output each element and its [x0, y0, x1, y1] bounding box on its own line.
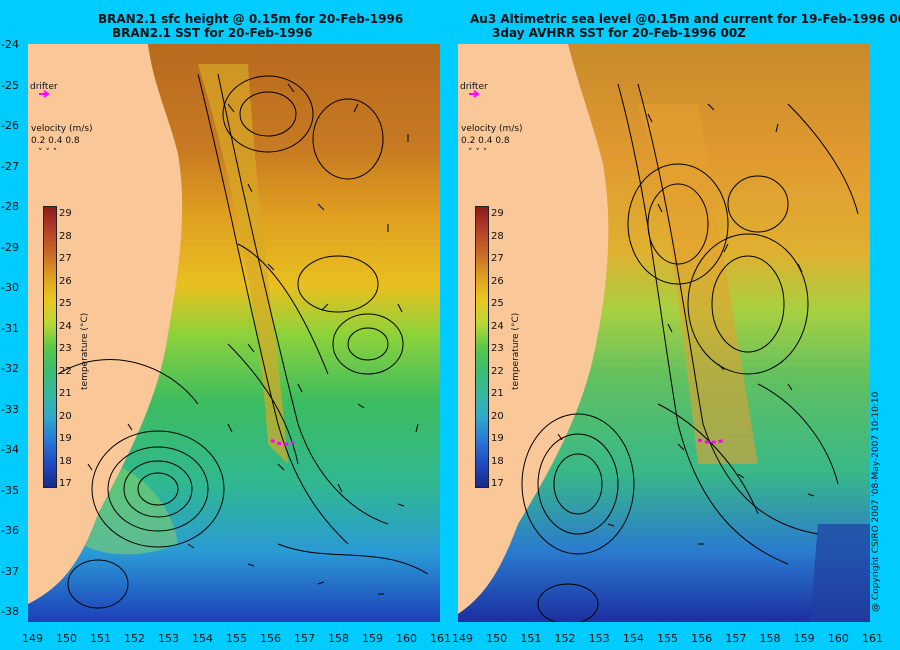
latitude-tick-label: -25 — [1, 78, 19, 92]
velocity-arrows — [87, 83, 419, 595]
velocity-legend-scale-left: 0.2 0.4 0.8 — [31, 136, 80, 146]
colorbar-tick-label: 19 — [491, 433, 504, 444]
longitude-tick-label: 154 — [192, 632, 213, 645]
longitude-tick-label: 159 — [793, 632, 815, 645]
velocity-legend-scale-right: 0.2 0.4 0.8 — [461, 136, 510, 146]
colorbar-title-left: temperature (°C) — [80, 312, 90, 390]
longitude-tick-label: 158 — [328, 632, 349, 645]
latitude-tick-label: -31 — [1, 321, 19, 335]
longitude-tick-label: 161 — [430, 632, 451, 645]
altimetric-contours — [521, 83, 859, 622]
land-mass — [28, 44, 183, 604]
colorbar-tick-label: 29 — [59, 208, 72, 219]
colorbar-tick-label: 27 — [59, 253, 72, 264]
latitude-tick-label: -37 — [1, 564, 19, 578]
latitude-tick-label: -28 — [1, 200, 19, 213]
colorbar-tick-label: 26 — [491, 275, 504, 287]
colorbar-tick-label: 24 — [59, 320, 72, 332]
copyright-text: @ Copyright CSIRO 2007 '08-May-2007 10:1… — [871, 391, 881, 612]
velocity-legend-arrows-right: ˅ ˅ ˅ — [468, 148, 488, 158]
right-title-line1: Au3 Altimetric sea level @0.15m and curr… — [470, 12, 900, 26]
colorbar-tick-label: 21 — [59, 388, 72, 399]
latitude-tick-label: -34 — [1, 443, 19, 456]
longitude-tick-label: 155 — [657, 632, 678, 645]
longitude-tick-label: 160 — [396, 632, 417, 645]
colorbar-tick-label: 23 — [491, 343, 504, 354]
latitude-tick-label: -26 — [1, 119, 19, 132]
left-title-line1: BRAN2.1 sfc height @ 0.15m for 20-Feb-19… — [98, 12, 404, 26]
colorbar-tick-label: 28 — [59, 230, 72, 242]
longitude-tick-label: 149 — [22, 632, 43, 645]
velocity-legend-title-left: velocity (m/s) — [31, 124, 93, 134]
colorbar-tick-label: 19 — [59, 433, 72, 444]
colorbar-tick-label: 23 — [59, 343, 72, 354]
longitude-tick-label: 156 — [260, 632, 281, 645]
latitude-tick-label: -29 — [1, 240, 19, 254]
longitude-tick-label: 156 — [691, 632, 713, 645]
observed-sst-map-svg — [458, 44, 870, 622]
longitude-tick-label: 161 — [862, 632, 883, 645]
colorbar-tick-label: 29 — [491, 208, 504, 219]
drifter-marker-left — [39, 90, 50, 98]
longitude-tick-label: 157 — [294, 632, 315, 645]
colorbar-tick-label: 24 — [491, 320, 504, 332]
latitude-tick-label: -35 — [1, 483, 19, 497]
colorbar-tick-label: 17 — [59, 478, 72, 489]
colorbar-tick-label: 17 — [491, 478, 504, 489]
latitude-tick-label: -32 — [1, 362, 19, 375]
longitude-tick-label: 154 — [622, 632, 644, 645]
longitude-tick-label: 160 — [827, 632, 849, 645]
longitude-tick-label: 152 — [554, 632, 576, 645]
colorbar-tick-label: 25 — [491, 298, 504, 309]
latitude-tick-label: -27 — [1, 159, 19, 173]
longitude-tick-label: 151 — [90, 632, 111, 645]
velocity-legend-title-right: velocity (m/s) — [461, 124, 523, 134]
current-arrows — [557, 103, 815, 545]
longitude-tick-label: 152 — [124, 632, 145, 645]
colorbar-tick-label: 22 — [59, 365, 72, 377]
colorbar-tick-label: 20 — [491, 410, 504, 422]
left-title-line2: BRAN2.1 SST for 20-Feb-1996 — [112, 26, 313, 40]
latitude-tick-label: -24 — [1, 38, 19, 51]
colorbar-left — [43, 206, 57, 488]
right-title-line2: 3day AVHRR SST for 20-Feb-1996 00Z — [492, 26, 746, 40]
colorbar-title-right: temperature (°C) — [511, 312, 521, 390]
longitude-tick-label: 151 — [520, 632, 542, 645]
longitude-tick-label: 159 — [362, 632, 383, 645]
longitude-tick-label: 155 — [226, 632, 247, 645]
drifter-label-right: drifter — [460, 82, 488, 92]
model-sst-map — [28, 44, 440, 622]
drifter-label-left: drifter — [30, 82, 58, 92]
colorbar-tick-label: 22 — [491, 365, 504, 377]
velocity-legend-arrows-left: ˅ ˅ ˅ — [38, 148, 58, 158]
observed-sst-map — [458, 44, 870, 622]
longitude-tick-label: 150 — [486, 632, 508, 645]
colorbar-tick-label: 26 — [59, 275, 72, 287]
colorbar-tick-label: 21 — [491, 388, 504, 399]
longitude-tick-label: 153 — [588, 632, 610, 645]
drifter-track — [697, 438, 725, 444]
colorbar-tick-label: 20 — [59, 410, 72, 422]
colorbar-tick-label: 28 — [491, 230, 504, 242]
land-mass — [458, 44, 609, 614]
latitude-tick-label: -38 — [1, 605, 19, 618]
model-sst-map-svg — [28, 44, 440, 622]
sea-level-contours — [57, 73, 429, 609]
drifter-marker-right — [469, 90, 480, 98]
drifter-track — [270, 438, 295, 446]
colorbar-tick-label: 18 — [59, 455, 72, 467]
latitude-tick-label: -36 — [1, 524, 19, 537]
latitude-tick-label: -30 — [1, 281, 19, 294]
longitude-tick-label: 150 — [56, 632, 77, 645]
colorbar-tick-label: 18 — [491, 455, 504, 467]
colorbar-right — [475, 206, 489, 488]
longitude-tick-label: 149 — [452, 632, 473, 645]
longitude-tick-label: 158 — [759, 632, 781, 645]
latitude-tick-label: -33 — [1, 402, 19, 416]
colorbar-tick-label: 27 — [491, 253, 504, 264]
longitude-tick-label: 153 — [158, 632, 179, 645]
colorbar-tick-label: 25 — [59, 298, 72, 309]
longitude-tick-label: 157 — [725, 632, 747, 645]
